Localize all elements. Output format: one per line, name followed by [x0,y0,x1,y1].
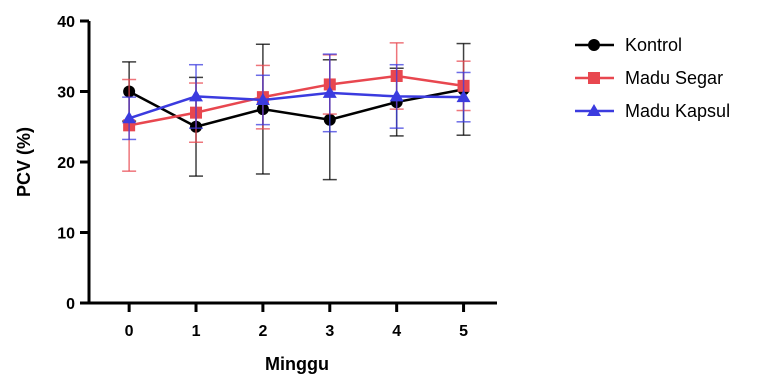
data-point [456,90,471,103]
legend-item: Madu Kapsul [575,101,730,121]
series-line [128,88,464,129]
x-tick-label: 3 [325,323,334,340]
legend-marker [588,72,600,84]
data-point [122,111,137,124]
series-kontrol [122,42,471,181]
x-tick-label: 4 [392,323,401,340]
legend-marker [587,104,601,116]
series-madu-kapsul [122,53,471,141]
x-ticks: 0 1 2 3 4 5 [125,303,468,340]
legend-label: Madu Segar [625,68,723,88]
legend-label: Madu Kapsul [625,101,730,121]
plot-area: 0 10 20 30 40 0 1 2 3 4 5 [57,14,497,340]
legend: Kontrol Madu Segar Madu Kapsul [575,35,730,121]
y-tick-label: 20 [57,155,75,172]
x-tick-label: 5 [459,323,468,340]
data-point [389,89,404,102]
series-line [128,74,464,127]
data-point [322,85,337,98]
legend-label: Kontrol [625,35,682,55]
data-point [255,92,270,105]
y-axis-title: PCV (%) [14,127,34,197]
y-tick-label: 30 [57,85,75,102]
y-ticks: 0 10 20 30 40 [57,14,89,313]
y-tick-label: 40 [57,14,75,31]
data-point [189,89,204,102]
x-tick-label: 2 [258,323,267,340]
x-axis-title: Minggu [265,354,329,374]
y-tick-label: 0 [66,296,75,313]
legend-marker [588,39,600,51]
series-line [128,91,464,120]
y-tick-label: 10 [57,226,75,243]
x-tick-label: 1 [192,323,201,340]
legend-item: Kontrol [575,35,682,55]
series-madu-segar [122,42,471,172]
legend-item: Madu Segar [575,68,723,88]
x-tick-label: 0 [125,323,134,340]
series-layer [122,42,471,181]
